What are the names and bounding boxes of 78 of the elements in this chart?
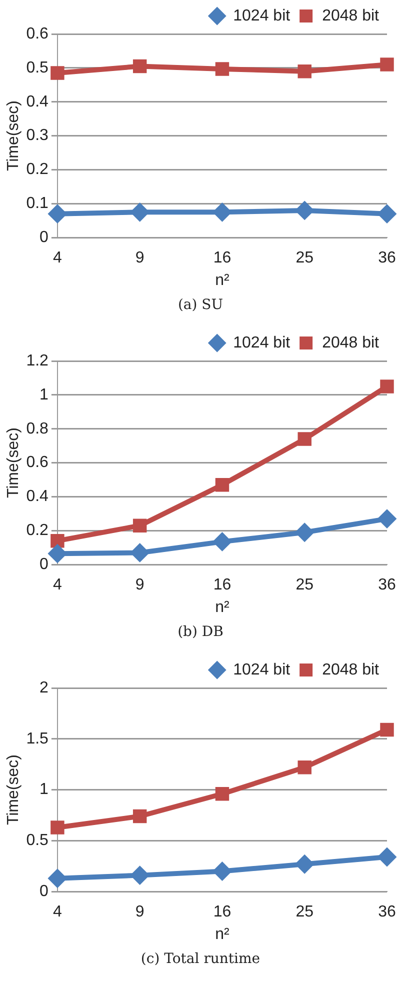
point [130, 202, 150, 222]
text: (a) SU [176, 296, 224, 315]
y-tick-label: 0.2 [26, 161, 49, 178]
legend-label: 2048 bit [322, 334, 380, 352]
point [50, 534, 64, 548]
x-tick-label: 25 [296, 576, 314, 594]
point [215, 62, 230, 76]
legend-label: 2048 bit [322, 661, 380, 678]
y-tick-label: 0.4 [26, 488, 49, 506]
point [380, 380, 394, 394]
x-tick-label: 9 [135, 250, 144, 267]
x-tick-label: 4 [52, 250, 62, 267]
text: (c) Total runtime [140, 950, 262, 969]
point [48, 204, 67, 224]
x-axis-title: n² [215, 598, 230, 616]
point [132, 809, 147, 824]
text: (b) DB [176, 623, 224, 642]
x-axis-title: n² [215, 272, 230, 289]
y-axis-title: Time(sec) [5, 100, 22, 172]
x-tick-label: 16 [213, 576, 232, 594]
point [50, 820, 64, 834]
point [295, 200, 314, 220]
y-tick-label: 0 [40, 229, 49, 246]
point [48, 868, 67, 888]
point [378, 847, 396, 866]
point [380, 722, 394, 737]
point [298, 64, 312, 78]
point [212, 532, 232, 552]
x-axis-title: n² [215, 926, 230, 943]
point [132, 518, 147, 532]
y-tick-label: 0.6 [26, 25, 49, 42]
point [215, 478, 230, 492]
x-tick-label: 4 [52, 576, 62, 594]
legend-label: 1024 bit [233, 661, 291, 678]
point [295, 854, 314, 874]
x-tick-label: 36 [378, 576, 396, 594]
point [378, 509, 396, 528]
point [298, 760, 312, 774]
y-tick-label: 0.5 [26, 832, 49, 850]
point [215, 787, 230, 801]
point [130, 543, 150, 562]
point [50, 66, 64, 80]
legend-label: 1024 bit [233, 334, 291, 352]
y-tick-label: 0 [40, 883, 49, 900]
point [378, 204, 396, 224]
point [130, 866, 150, 885]
x-tick-label: 16 [213, 250, 232, 267]
point [48, 544, 67, 564]
y-tick-label: 1.5 [26, 730, 49, 748]
point [212, 862, 232, 881]
legend-label: 2048 bit [322, 7, 380, 24]
y-tick-label: 0 [40, 556, 49, 574]
legend-label: 1024 bit [233, 7, 291, 24]
y-tick-label: 0.8 [26, 420, 49, 438]
point [298, 432, 312, 446]
y-axis-title: Time(sec) [5, 754, 22, 826]
x-tick-label: 9 [135, 904, 144, 921]
x-tick-label: 25 [296, 904, 314, 921]
x-tick-label: 36 [378, 904, 396, 921]
point [295, 522, 314, 542]
x-tick-label: 25 [296, 250, 314, 267]
y-tick-label: 1.2 [26, 352, 49, 370]
x-tick-label: 4 [52, 904, 62, 921]
y-tick-label: 0.6 [26, 454, 49, 472]
y-tick-label: 0.1 [26, 195, 49, 212]
x-tick-label: 16 [213, 904, 232, 921]
y-tick-label: 0.3 [26, 127, 49, 144]
y-tick-label: 1 [40, 781, 49, 798]
y-tick-label: 0.5 [26, 59, 49, 76]
x-tick-label: 36 [378, 250, 396, 267]
point [132, 59, 147, 74]
y-tick-label: 0.2 [26, 522, 49, 540]
point [380, 58, 394, 72]
y-axis-title: Time(sec) [5, 428, 22, 498]
y-tick-label: 2 [40, 679, 49, 696]
y-tick-label: 1 [40, 386, 49, 404]
x-tick-label: 9 [135, 576, 144, 594]
y-tick-label: 0.4 [26, 93, 49, 110]
